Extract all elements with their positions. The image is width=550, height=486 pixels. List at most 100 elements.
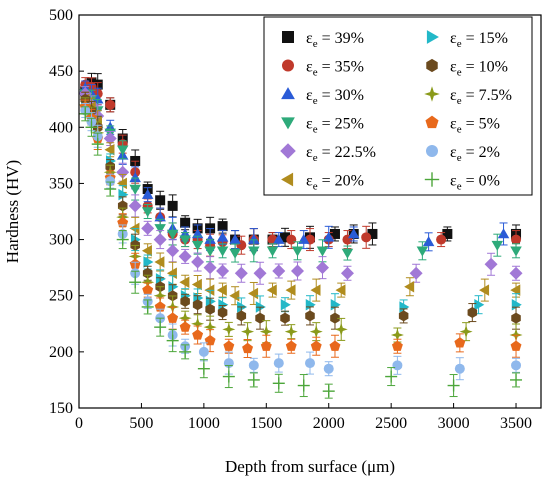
- marker: [204, 334, 216, 346]
- data-point: [129, 270, 142, 294]
- data-point: [266, 243, 279, 259]
- marker: [192, 299, 203, 311]
- data-point: [266, 282, 277, 298]
- marker: [229, 248, 241, 259]
- marker: [105, 99, 116, 110]
- data-point: [191, 252, 205, 272]
- legend-label-base: ε: [450, 59, 457, 76]
- data-point: [166, 239, 180, 263]
- data-point: [280, 297, 291, 313]
- y-tick-label: 450: [49, 63, 73, 80]
- marker: [203, 320, 217, 334]
- x-tick-label: 0: [75, 415, 83, 432]
- legend-label-rest: = 15%: [462, 30, 508, 47]
- data-point: [248, 281, 259, 305]
- marker: [143, 256, 154, 268]
- marker: [248, 287, 259, 300]
- marker: [166, 229, 179, 240]
- marker: [272, 264, 286, 278]
- marker: [141, 300, 154, 313]
- marker: [168, 280, 179, 293]
- marker: [141, 245, 152, 257]
- data-point: [179, 344, 192, 360]
- legend-label-rest: = 7.5%: [462, 87, 512, 104]
- data-point: [105, 173, 116, 189]
- marker: [266, 246, 279, 257]
- data-point: [484, 252, 498, 276]
- marker: [315, 261, 329, 275]
- legend-item: εe = 15%: [426, 30, 508, 50]
- marker: [222, 322, 236, 336]
- marker: [179, 321, 191, 332]
- marker: [390, 328, 404, 342]
- marker: [79, 107, 92, 120]
- marker: [178, 311, 192, 325]
- series-12: [79, 106, 523, 399]
- marker: [310, 340, 322, 351]
- marker: [309, 325, 323, 339]
- data-point: [198, 342, 209, 362]
- data-point: [392, 355, 403, 375]
- data-point: [398, 308, 409, 324]
- legend-label-base: ε: [306, 30, 313, 47]
- legend-item: εe = 39%: [282, 30, 364, 50]
- data-point: [510, 372, 523, 388]
- data-point: [247, 372, 260, 388]
- data-point: [404, 277, 415, 297]
- data-point: [260, 334, 272, 358]
- marker: [91, 138, 104, 151]
- legend-label-base: ε: [306, 116, 313, 133]
- data-point: [491, 233, 504, 257]
- legend-box: [263, 16, 533, 196]
- legend-marker: [424, 172, 440, 187]
- data-point: [166, 329, 179, 353]
- marker: [305, 358, 315, 369]
- marker: [334, 322, 348, 336]
- data-point: [510, 334, 522, 358]
- legend: εe = 39%εe = 35%εe = 30%εe = 25%εe = 22.…: [263, 16, 533, 196]
- marker: [248, 246, 260, 257]
- marker: [484, 257, 498, 271]
- data-point: [310, 278, 321, 302]
- data-point: [436, 232, 447, 248]
- marker: [167, 200, 178, 211]
- legend-item: εe = 35%: [282, 59, 364, 79]
- marker: [391, 340, 403, 351]
- legend-label-rest: = 10%: [462, 59, 508, 76]
- data-point: [223, 338, 235, 354]
- marker: [222, 370, 235, 383]
- marker: [398, 310, 409, 322]
- marker: [116, 233, 129, 246]
- data-point: [217, 305, 228, 321]
- marker: [399, 301, 410, 313]
- marker: [436, 234, 447, 245]
- marker: [154, 224, 166, 235]
- legend-label-base: ε: [450, 144, 457, 161]
- marker: [191, 317, 205, 331]
- marker: [103, 132, 117, 146]
- marker: [117, 200, 128, 212]
- marker: [335, 284, 346, 296]
- data-point: [285, 338, 297, 354]
- data-point: [459, 322, 473, 342]
- data-point: [180, 293, 190, 309]
- marker: [291, 246, 304, 257]
- legend-marker: [280, 143, 296, 159]
- data-point: [510, 243, 522, 259]
- marker: [129, 276, 142, 289]
- data-point: [116, 140, 129, 160]
- y-tick-label: 500: [49, 7, 73, 24]
- data-point: [216, 282, 227, 298]
- legend-item: εe = 7.5%: [424, 86, 512, 107]
- data-point: [234, 263, 248, 283]
- data-point: [497, 222, 510, 246]
- data-point: [143, 254, 154, 270]
- data-point: [305, 306, 315, 326]
- legend-label-sub: e: [313, 38, 318, 50]
- data-point: [272, 263, 286, 279]
- marker: [229, 233, 241, 244]
- data-point: [79, 106, 92, 122]
- legend-marker: [426, 30, 439, 44]
- legend-label-sub: e: [313, 181, 318, 193]
- data-point: [85, 117, 98, 137]
